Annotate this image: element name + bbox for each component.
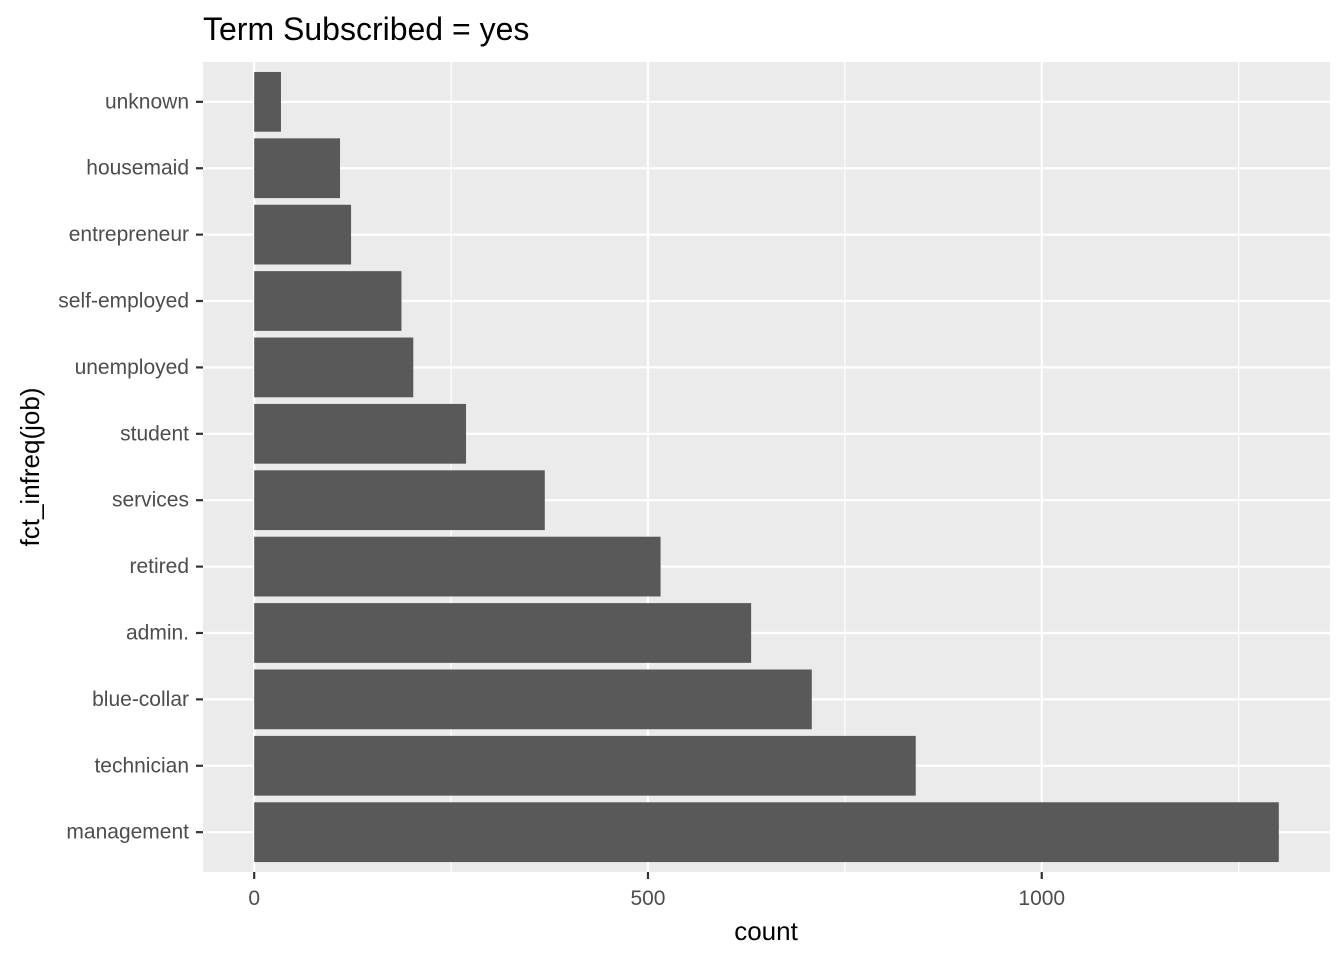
y-tick-label: technician [94,754,189,777]
bar-retired [254,536,661,597]
bar-admin. [254,603,752,663]
bar-entrepreneur [254,204,352,265]
bar-blue-collar [254,669,812,730]
y-tick-label: self-employed [58,290,189,313]
x-tick-label: 500 [630,887,665,910]
y-tick-label: entrepreneur [69,223,189,246]
x-axis-title: count [734,916,798,946]
y-tick-label: services [112,489,189,512]
y-tick-label: unknown [105,90,189,113]
bar-self-employed [254,271,402,331]
y-tick-label: housemaid [86,157,189,180]
bar-housemaid [254,138,341,199]
y-tick-label: admin. [126,621,189,644]
x-axis: 0 500 1000 [248,872,1065,910]
bars-group [254,71,1279,863]
y-tick-label: unemployed [75,356,189,379]
y-axis-title: fct_infreq(job) [15,388,45,547]
bar-management [254,802,1279,863]
bar-unemployed [254,337,414,398]
bar-student [254,403,467,464]
y-tick-label: retired [129,555,189,578]
y-tick-label: management [66,821,189,844]
y-tick-label: blue-collar [92,688,189,711]
chart-title: Term Subscribed = yes [203,11,529,47]
y-tick-label: student [120,422,189,445]
bar-services [254,470,545,531]
x-tick-label: 0 [248,887,260,910]
bar-technician [254,735,916,796]
x-tick-label: 1000 [1018,887,1065,910]
y-axis: management technician blue-collar admin. ret… [58,90,203,844]
bar-unknown [254,71,281,132]
